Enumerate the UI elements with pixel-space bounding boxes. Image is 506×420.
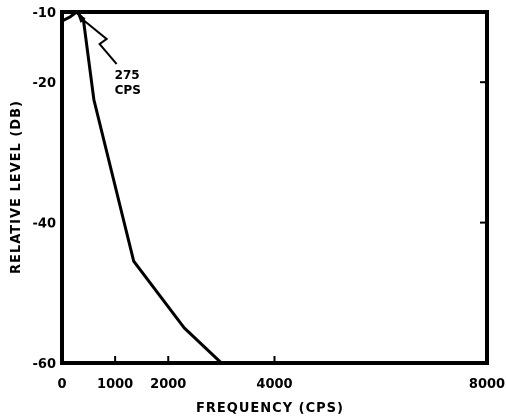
plot-frame bbox=[60, 10, 489, 365]
x-tick-label: 1000 bbox=[97, 377, 133, 392]
y-tick-layer: -10 -20 -40 -60 bbox=[33, 6, 487, 372]
x-tick-label: 8000 bbox=[469, 377, 505, 392]
annotation-leader-line bbox=[78, 16, 118, 65]
curve-layer bbox=[60, 10, 223, 365]
y-axis-label: RELATIVE LEVEL (DB) bbox=[9, 100, 24, 274]
y-tick-label: -10 bbox=[33, 6, 57, 21]
y-tick-label: -60 bbox=[33, 357, 57, 372]
annotation-label: CPS bbox=[115, 83, 141, 97]
y-tick-label: -40 bbox=[33, 217, 57, 232]
annotation-arrowhead bbox=[77, 15, 86, 23]
x-tick-layer: 0 1000 2000 4000 8000 bbox=[57, 356, 505, 392]
x-axis-label: FREQUENCY (CPS) bbox=[196, 401, 344, 416]
x-tick-label: 4000 bbox=[256, 377, 292, 392]
y-tick-label: -20 bbox=[33, 76, 57, 91]
response-curve bbox=[60, 10, 223, 365]
annotation-label: 275 bbox=[115, 68, 140, 82]
x-tick-label: 2000 bbox=[150, 377, 186, 392]
x-tick-label: 0 bbox=[57, 377, 66, 392]
